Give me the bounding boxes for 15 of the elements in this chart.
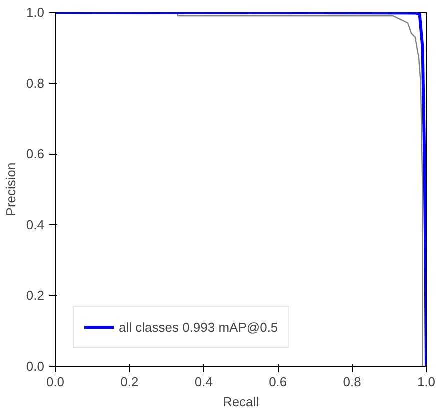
x-tick-label: 0.0 bbox=[46, 374, 65, 390]
x-tick-label: 0.4 bbox=[194, 374, 213, 390]
x-tick-label: 0.8 bbox=[343, 374, 362, 390]
y-tick-label: 0.0 bbox=[26, 359, 45, 374]
y-tick-label: 0.8 bbox=[26, 76, 45, 91]
y-tick-label: 0.2 bbox=[26, 288, 45, 304]
x-tick-label: 1.0 bbox=[417, 374, 436, 390]
y-tick-label: 0.6 bbox=[26, 146, 45, 162]
legend-label: all classes 0.993 mAP@0.5 bbox=[119, 320, 278, 334]
y-axis-title: Precision bbox=[3, 162, 18, 216]
x-tick-label: 0.2 bbox=[120, 374, 139, 390]
y-tick-label: 1.0 bbox=[26, 5, 45, 20]
x-axis-title: Recall bbox=[222, 394, 260, 410]
y-tick-label: 0.4 bbox=[26, 217, 45, 232]
x-tick-label: 0.6 bbox=[269, 374, 288, 390]
